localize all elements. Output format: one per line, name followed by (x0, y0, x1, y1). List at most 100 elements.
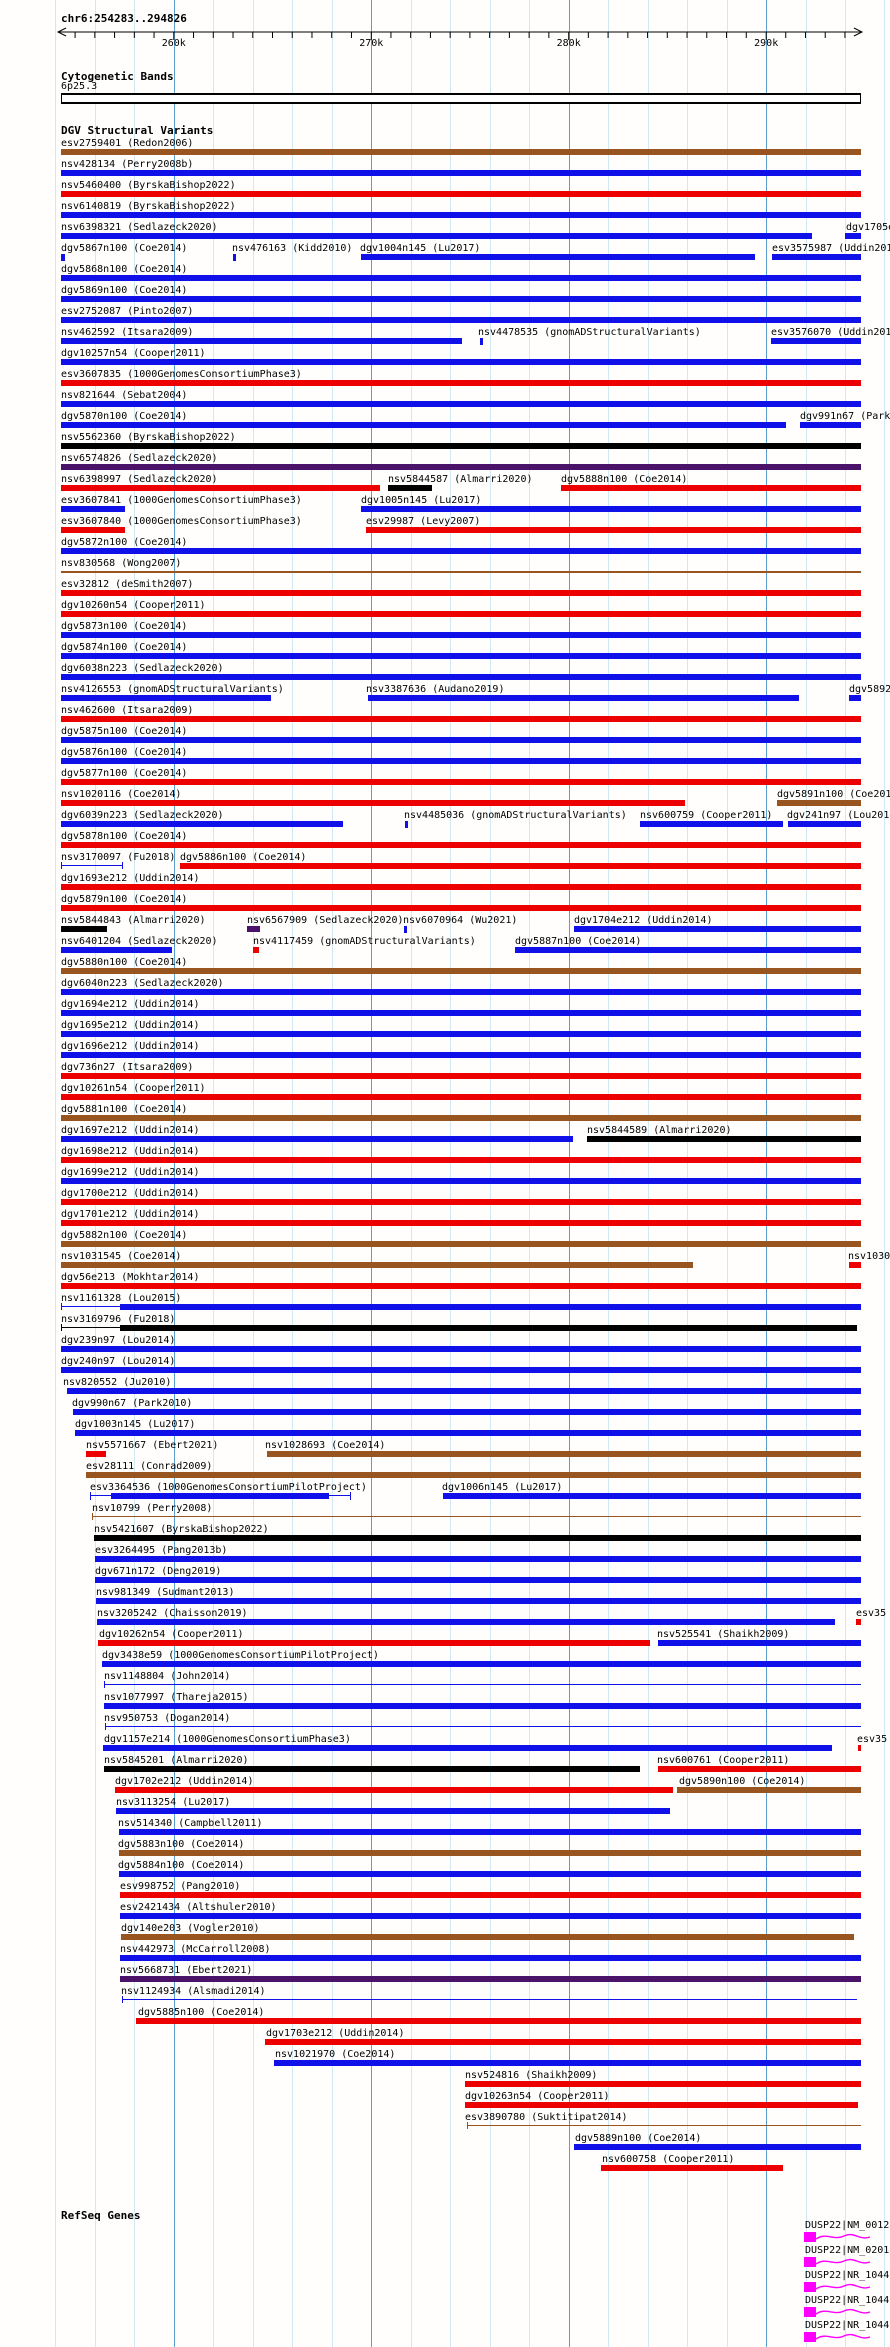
variant-bar[interactable] (677, 1787, 861, 1793)
variant-bar[interactable] (61, 842, 861, 848)
variant-bar[interactable] (658, 1766, 861, 1772)
variant-bar[interactable] (104, 1766, 640, 1772)
variant-bar[interactable] (120, 1304, 861, 1310)
variant-label[interactable]: dgv5874n100 (Coe2014) (61, 642, 188, 653)
variant-label[interactable]: dgv5887n100 (Coe2014) (515, 936, 642, 947)
variant-bar[interactable] (121, 1934, 854, 1940)
variant-label[interactable]: dgv1703e212 (Uddin2014) (266, 2028, 405, 2039)
variant-bar[interactable] (601, 2165, 783, 2171)
variant-label[interactable]: nsv1124934 (Alsmadi2014) (121, 1986, 266, 1997)
variant-label[interactable]: nsv4117459 (gnomADStructuralVariants) (253, 936, 476, 947)
variant-bar[interactable] (61, 1220, 861, 1226)
variant-bar[interactable] (61, 443, 861, 449)
variant-bar[interactable] (180, 863, 861, 869)
variant-bar[interactable] (465, 2081, 861, 2087)
variant-label[interactable]: esv35 (856, 1608, 887, 1619)
variant-bar[interactable] (361, 506, 861, 512)
variant-label[interactable]: dgv5888n100 (Coe2014) (561, 474, 688, 485)
variant-bar[interactable] (849, 695, 861, 701)
gene-label[interactable]: DUSP22|NM_02018 (805, 2245, 890, 2256)
variant-bar[interactable] (247, 926, 260, 932)
variant-bar[interactable] (515, 947, 861, 953)
variant-bar[interactable] (61, 1094, 861, 1100)
variant-bar[interactable] (61, 191, 861, 197)
variant-bar[interactable] (361, 254, 755, 260)
variant-bar[interactable] (858, 1745, 861, 1751)
variant-bar[interactable] (61, 317, 861, 323)
variant-label[interactable]: dgv5891n100 (Coe201 (777, 789, 890, 800)
variant-bar[interactable] (61, 338, 462, 344)
variant-bar[interactable] (61, 1115, 861, 1121)
variant-bar[interactable] (61, 464, 861, 470)
variant-bar[interactable] (61, 1241, 861, 1247)
variant-label[interactable]: dgv1705e (846, 222, 890, 233)
variant-label[interactable]: nsv4478535 (gnomADStructuralVariants) (478, 327, 701, 338)
variant-label[interactable]: nsv1028693 (Coe2014) (265, 1440, 386, 1451)
variant-bar[interactable] (86, 1472, 861, 1478)
variant-bar[interactable] (388, 485, 432, 491)
variant-label[interactable]: nsv1148804 (John2014) (104, 1671, 231, 1682)
variant-label[interactable]: esv28111 (Conrad2009) (86, 1461, 213, 1472)
variant-label[interactable]: dgv1003n145 (Lu2017) (75, 1419, 196, 1430)
variant-bar[interactable] (61, 821, 343, 827)
variant-bar[interactable] (120, 1976, 861, 1982)
variant-label[interactable]: dgv6040n223 (Sedlazeck2020) (61, 978, 224, 989)
variant-bar[interactable] (61, 1178, 861, 1184)
variant-label[interactable]: nsv3113254 (Lu2017) (116, 1797, 231, 1808)
variant-label[interactable]: dgv5875n100 (Coe2014) (61, 726, 188, 737)
variant-label[interactable]: dgv5878n100 (Coe2014) (61, 831, 188, 842)
variant-bar[interactable] (368, 695, 799, 701)
variant-label[interactable]: dgv5892 (849, 684, 890, 695)
variant-label[interactable]: nsv525541 (Shaikh2009) (657, 1629, 790, 1640)
variant-label[interactable]: dgv240n97 (Lou2014) (61, 1356, 176, 1367)
variant-bar[interactable] (75, 1430, 861, 1436)
variant-label[interactable]: nsv5845201 (Almarri2020) (104, 1755, 249, 1766)
variant-label[interactable]: dgv5889n100 (Coe2014) (575, 2133, 702, 2144)
variant-bar[interactable] (253, 947, 259, 953)
variant-label[interactable]: esv3576070 (Uddin201 (771, 327, 890, 338)
variant-bar[interactable] (61, 170, 861, 176)
variant-label[interactable]: nsv5668731 (Ebert2021) (120, 1965, 253, 1976)
variant-label[interactable]: nsv981349 (Sudmant2013) (96, 1587, 235, 1598)
variant-bar[interactable] (561, 485, 861, 491)
variant-bar[interactable] (574, 926, 861, 932)
variant-bar[interactable] (61, 989, 861, 995)
variant-bar[interactable] (61, 758, 861, 764)
gene-exon-box[interactable] (804, 2282, 816, 2292)
variant-label[interactable]: nsv4126553 (gnomADStructuralVariants) (61, 684, 284, 695)
variant-label[interactable]: nsv5844843 (Almarri2020) (61, 915, 206, 926)
variant-label[interactable]: dgv5882n100 (Coe2014) (61, 1230, 188, 1241)
variant-bar[interactable] (61, 800, 685, 806)
variant-label[interactable]: nsv6398997 (Sedlazeck2020) (61, 474, 218, 485)
gene-exon-box[interactable] (804, 2332, 816, 2342)
variant-label[interactable]: esv2759401 (Redon2006) (61, 138, 194, 149)
variant-line[interactable] (92, 1516, 861, 1517)
variant-label[interactable]: dgv5879n100 (Coe2014) (61, 894, 188, 905)
variant-label[interactable]: dgv5870n100 (Coe2014) (61, 411, 188, 422)
variant-label[interactable]: dgv1157e214 (1000GenomesConsortiumPhase3… (104, 1734, 351, 1745)
variant-bar[interactable] (97, 1619, 835, 1625)
variant-label[interactable]: dgv10262n54 (Cooper2011) (99, 1629, 244, 1640)
variant-bar[interactable] (61, 611, 861, 617)
gene-label[interactable]: DUSP22|NM_00128 (805, 2220, 890, 2231)
variant-bar[interactable] (120, 1913, 861, 1919)
variant-label[interactable]: nsv6567909 (Sedlazeck2020) (247, 915, 404, 926)
variant-label[interactable]: nsv514340 (Campbell2011) (118, 1818, 263, 1829)
variant-bar[interactable] (61, 1031, 861, 1037)
variant-bar[interactable] (61, 968, 861, 974)
variant-label[interactable]: nsv600758 (Cooper2011) (602, 2154, 735, 2165)
variant-label[interactable]: dgv5869n100 (Coe2014) (61, 285, 188, 296)
variant-label[interactable]: nsv1031545 (Coe2014) (61, 1251, 182, 1262)
variant-label[interactable]: dgv10261n54 (Cooper2011) (61, 1083, 206, 1094)
variant-label[interactable]: dgv10260n54 (Cooper2011) (61, 600, 206, 611)
variant-bar[interactable] (61, 1367, 861, 1373)
variant-point-tick[interactable] (480, 338, 483, 345)
variant-label[interactable]: esv2421434 (Altshuler2010) (120, 1902, 277, 1913)
variant-label[interactable]: nsv3205242 (Chaisson2019) (97, 1608, 248, 1619)
variant-label[interactable]: dgv1004n145 (Lu2017) (360, 243, 481, 254)
variant-label[interactable]: esv32812 (deSmith2007) (61, 579, 194, 590)
variant-bar[interactable] (95, 1577, 861, 1583)
variant-bar[interactable] (120, 1325, 857, 1331)
variant-label[interactable]: dgv1699e212 (Uddin2014) (61, 1167, 200, 1178)
variant-label[interactable]: nsv1030 (848, 1251, 890, 1262)
